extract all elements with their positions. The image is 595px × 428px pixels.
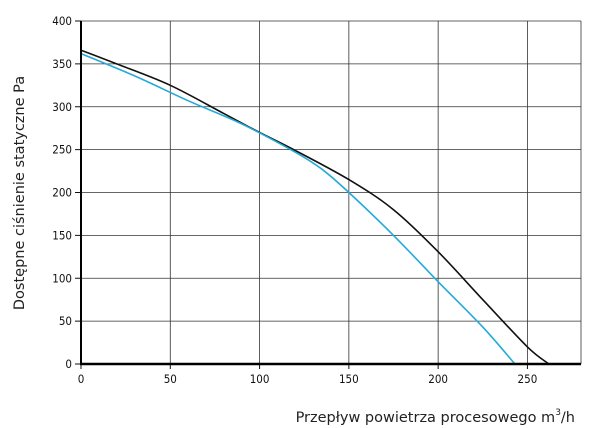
x-tick-label: 150 <box>339 372 359 386</box>
y-tick-label: 50 <box>59 314 72 328</box>
x-tick-label: 250 <box>518 372 538 386</box>
tick-labels: 0 50 100 150 200 250 0 50 100 150 200 250 300 350 400 <box>52 14 537 386</box>
plot-area <box>80 49 550 365</box>
x-tick-label: 50 <box>164 372 177 386</box>
x-tick-label: 100 <box>250 372 270 386</box>
series-line-2 <box>80 52 516 365</box>
y-axis-title: Dostępne ciśnienie statyczne Pa <box>12 76 28 310</box>
grid <box>81 20 582 364</box>
y-tick-label: 100 <box>52 271 72 285</box>
x-axis-title-sup: 3 <box>555 408 561 418</box>
axes <box>75 20 581 369</box>
y-tick-label: 150 <box>52 228 72 242</box>
x-tick-label: 0 <box>78 372 85 386</box>
y-tick-label: 250 <box>52 143 72 157</box>
x-axis-title-suffix: /h <box>561 410 575 426</box>
x-axis-title-main: Przepływ powietrza procesowego m <box>296 410 556 426</box>
y-tick-label: 350 <box>52 57 72 71</box>
y-tick-label: 300 <box>52 100 72 114</box>
y-tick-label: 0 <box>65 357 72 371</box>
x-tick-label: 200 <box>428 372 448 386</box>
series-line-1 <box>80 49 550 365</box>
x-axis-title: Przepływ powietrza procesowego m3/h <box>296 408 575 426</box>
y-tick-label: 400 <box>52 14 72 28</box>
y-tick-label: 200 <box>52 186 72 200</box>
